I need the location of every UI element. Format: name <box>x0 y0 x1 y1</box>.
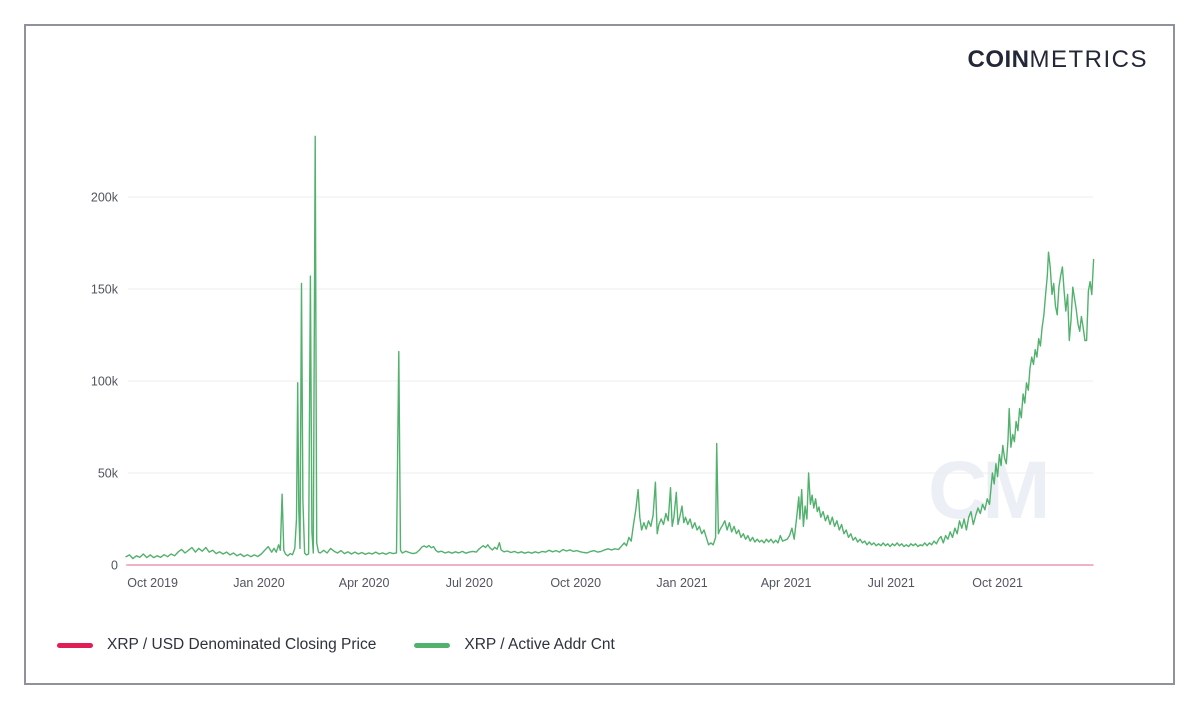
legend-item-price[interactable]: XRP / USD Denominated Closing Price <box>57 636 376 654</box>
y-tick-label: 50k <box>98 467 119 481</box>
x-tick-label: Apr 2020 <box>339 576 390 590</box>
active-addr-series-swatch <box>414 642 451 648</box>
chart-plot-area[interactable]: 0 50k 100k 150k 200k Oct 2019 Jan 2020 Apr 2020… <box>26 26 1173 683</box>
x-tick-label: Jul 2020 <box>446 576 493 590</box>
x-tick-label: Jan 2020 <box>233 576 284 590</box>
x-tick-label: Oct 2021 <box>972 576 1023 590</box>
y-tick-label: 200k <box>91 191 119 205</box>
chart-card: CM 0 50k 100k 150k 200k Oct 2019 Jan 2020 Apr 2… <box>24 24 1175 685</box>
legend: XRP / USD Denominated Closing Price XRP … <box>57 636 615 654</box>
coinmetrics-logo: COINMETRICS <box>968 48 1149 72</box>
legend-item-active-addr[interactable]: XRP / Active Addr Cnt <box>414 636 615 654</box>
y-tick-label: 100k <box>91 375 119 389</box>
logo-text-metrics: METRICS <box>1029 46 1148 73</box>
x-tick-label: Jul 2021 <box>868 576 915 590</box>
x-tick-label: Oct 2020 <box>550 576 601 590</box>
x-tick-label: Jan 2021 <box>656 576 707 590</box>
legend-label-price: XRP / USD Denominated Closing Price <box>107 636 377 653</box>
y-tick-label: 150k <box>91 283 119 297</box>
price-series-swatch <box>57 642 93 648</box>
legend-label-active-addr: XRP / Active Addr Cnt <box>464 636 615 653</box>
logo-text-coin: COIN <box>967 46 1030 73</box>
y-tick-label: 0 <box>111 559 118 573</box>
x-tick-label: Apr 2021 <box>761 576 812 590</box>
cm-watermark: CM <box>928 445 1051 536</box>
active-addr-line[interactable] <box>125 135 1095 560</box>
x-tick-label: Oct 2019 <box>127 576 178 590</box>
